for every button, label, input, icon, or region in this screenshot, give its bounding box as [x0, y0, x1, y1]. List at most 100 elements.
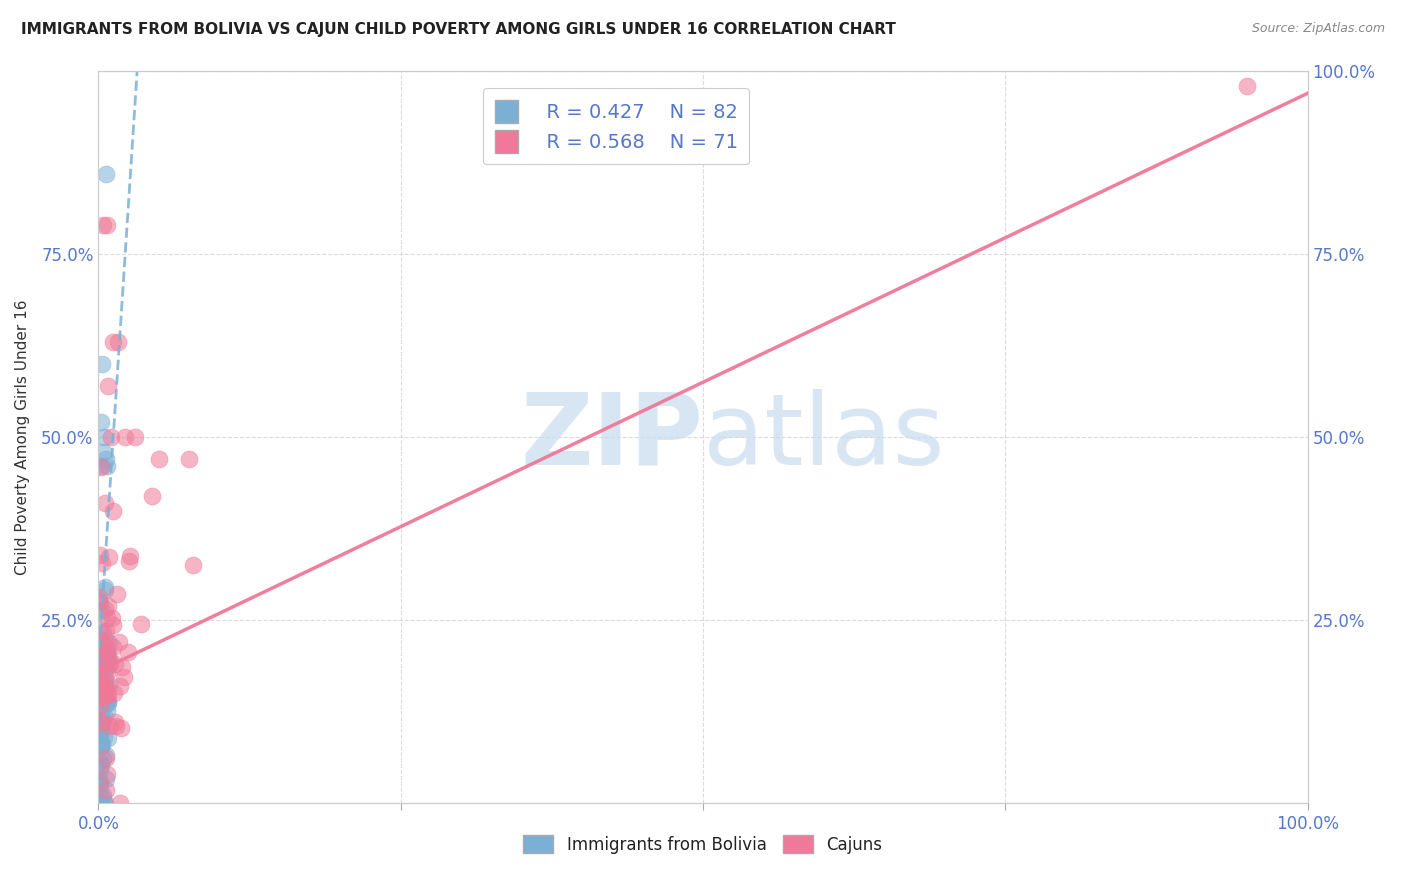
Point: [118, 554, 141, 568]
Point: [89, 652, 111, 666]
Point: [89, 725, 111, 739]
Point: [97, 695, 120, 709]
Point: [89, 549, 111, 563]
Point: [93, 430, 115, 444]
Point: [96, 611, 118, 625]
Point: [97, 599, 120, 613]
Point: [148, 452, 170, 467]
Point: [114, 430, 136, 444]
Point: [89, 596, 111, 610]
Point: [89, 764, 111, 778]
Point: [98, 678, 121, 692]
Point: [97, 652, 120, 666]
Point: [89, 673, 111, 688]
Point: [94, 496, 117, 510]
Point: [141, 489, 163, 503]
Point: [94, 658, 117, 673]
Point: [101, 503, 124, 517]
Point: [93, 667, 115, 681]
Point: [94, 167, 117, 181]
Point: [90, 556, 112, 570]
Point: [179, 452, 201, 467]
Point: [89, 686, 111, 700]
Point: [94, 452, 117, 467]
Point: [93, 709, 115, 723]
Point: [96, 648, 118, 663]
Point: [93, 730, 115, 744]
Point: [89, 716, 111, 731]
Point: [97, 689, 120, 703]
Point: [105, 586, 128, 600]
Point: [87, 590, 110, 604]
Point: [94, 583, 117, 598]
Text: atlas: atlas: [703, 389, 945, 485]
Point: [94, 686, 117, 700]
Point: [93, 664, 115, 678]
Point: [91, 625, 114, 640]
Point: [98, 549, 121, 564]
Point: [107, 334, 129, 349]
Point: [98, 636, 121, 650]
Point: [87, 680, 110, 694]
Point: [112, 669, 135, 683]
Point: [91, 648, 114, 662]
Point: [90, 714, 112, 729]
Point: [94, 670, 117, 684]
Point: [91, 218, 114, 232]
Point: [97, 696, 120, 710]
Text: IMMIGRANTS FROM BOLIVIA VS CAJUN CHILD POVERTY AMONG GIRLS UNDER 16 CORRELATION : IMMIGRANTS FROM BOLIVIA VS CAJUN CHILD P…: [21, 22, 896, 37]
Point: [90, 737, 112, 751]
Point: [94, 783, 117, 797]
Point: [1236, 78, 1258, 93]
Point: [87, 796, 110, 810]
Point: [89, 685, 111, 699]
Point: [108, 635, 131, 649]
Point: [90, 738, 112, 752]
Point: [94, 750, 117, 764]
Point: [108, 796, 131, 810]
Point: [89, 774, 111, 789]
Point: [91, 357, 114, 371]
Point: [97, 379, 120, 393]
Point: [101, 611, 124, 625]
Point: [96, 680, 118, 694]
Point: [90, 715, 112, 730]
Point: [91, 668, 114, 682]
Point: [87, 714, 110, 728]
Point: [89, 690, 111, 705]
Point: [96, 647, 118, 661]
Point: [103, 685, 125, 699]
Point: [93, 689, 115, 703]
Point: [89, 622, 111, 636]
Point: [87, 669, 110, 683]
Point: [89, 739, 111, 753]
Point: [91, 664, 114, 678]
Point: [91, 444, 114, 458]
Point: [111, 660, 134, 674]
Point: [93, 678, 115, 692]
Point: [91, 652, 114, 666]
Point: [87, 760, 110, 774]
Point: [89, 755, 111, 769]
Point: [101, 334, 124, 349]
Point: [94, 796, 117, 810]
Text: Source: ZipAtlas.com: Source: ZipAtlas.com: [1251, 22, 1385, 36]
Point: [98, 656, 121, 670]
Point: [89, 704, 111, 718]
Text: ZIP: ZIP: [520, 389, 703, 485]
Y-axis label: Child Poverty Among Girls Under 16: Child Poverty Among Girls Under 16: [15, 300, 30, 574]
Point: [90, 604, 112, 618]
Point: [94, 580, 117, 594]
Point: [104, 719, 127, 733]
Point: [90, 459, 112, 474]
Point: [96, 645, 118, 659]
Point: [97, 658, 120, 673]
Point: [96, 747, 118, 762]
Point: [89, 731, 111, 745]
Point: [117, 645, 139, 659]
Point: [90, 757, 112, 772]
Point: [89, 796, 111, 810]
Point: [94, 772, 117, 786]
Point: [91, 791, 114, 805]
Point: [90, 721, 112, 735]
